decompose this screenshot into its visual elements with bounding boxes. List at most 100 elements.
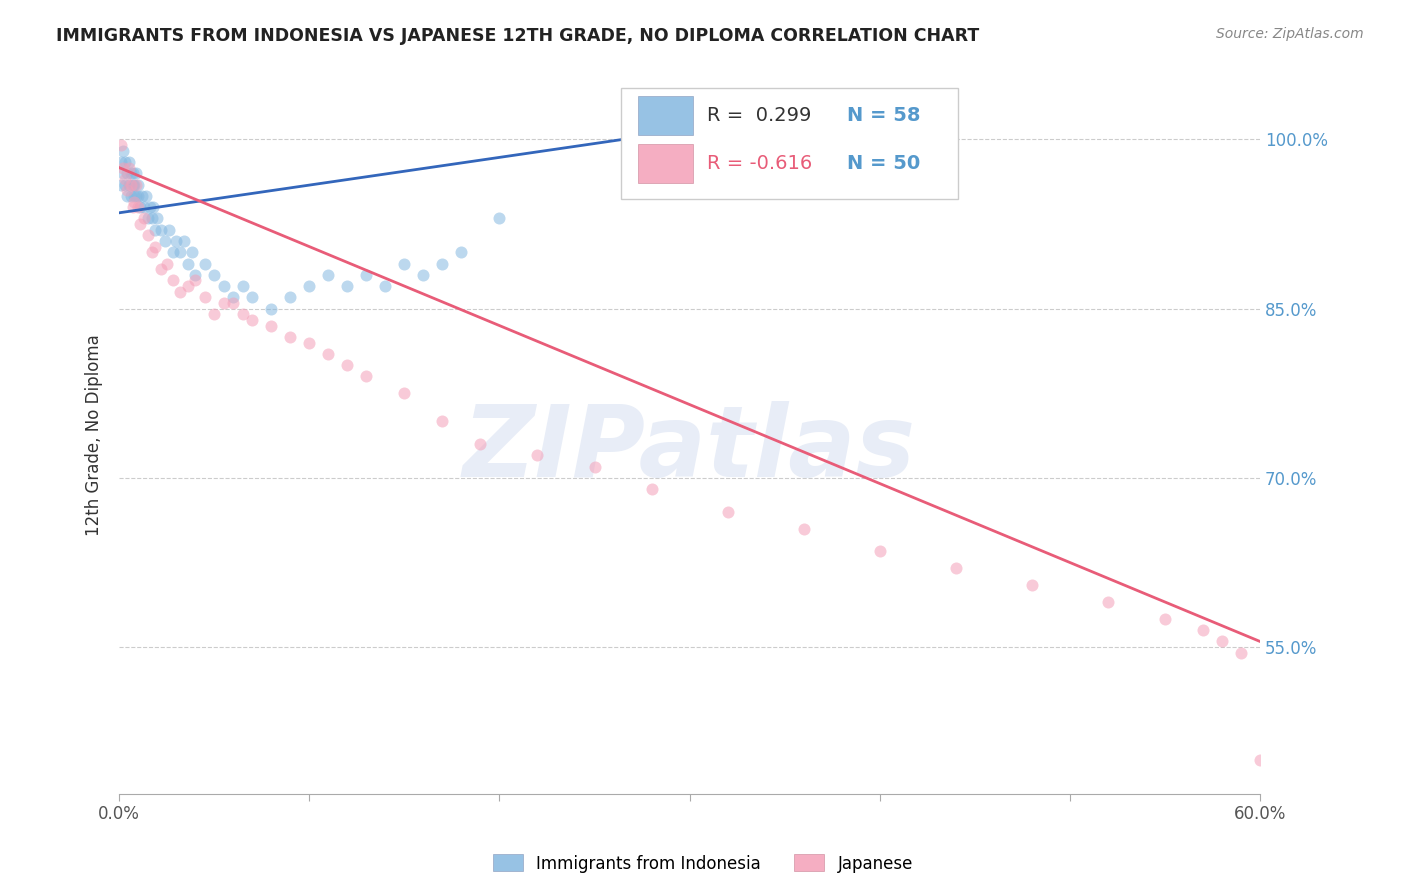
- Point: [121, 178, 143, 192]
- Point: [450, 245, 472, 260]
- Point: [1230, 646, 1253, 660]
- Text: N = 58: N = 58: [846, 106, 921, 125]
- Text: ZIPatlas: ZIPatlas: [463, 401, 917, 499]
- Point: [260, 318, 283, 333]
- Point: [1097, 595, 1119, 609]
- Point: [318, 268, 340, 282]
- Point: [145, 239, 167, 253]
- Point: [583, 459, 606, 474]
- Point: [127, 200, 149, 214]
- Point: [118, 155, 141, 169]
- Point: [180, 245, 202, 260]
- Point: [135, 189, 157, 203]
- Point: [432, 414, 454, 428]
- Point: [177, 279, 200, 293]
- Point: [184, 273, 207, 287]
- Point: [142, 200, 165, 214]
- Point: [110, 155, 132, 169]
- Point: [118, 161, 141, 175]
- Point: [120, 178, 142, 192]
- Point: [145, 223, 167, 237]
- Point: [194, 256, 217, 270]
- Point: [118, 178, 141, 192]
- Legend: Immigrants from Indonesia, Japanese: Immigrants from Indonesia, Japanese: [486, 847, 920, 880]
- Point: [162, 273, 184, 287]
- Point: [114, 178, 136, 192]
- Point: [162, 245, 184, 260]
- Point: [150, 262, 173, 277]
- Point: [115, 189, 138, 203]
- Point: [212, 279, 235, 293]
- Point: [136, 228, 159, 243]
- Point: [124, 194, 146, 209]
- Point: [125, 189, 148, 203]
- Point: [129, 200, 152, 214]
- Point: [394, 256, 416, 270]
- Point: [336, 358, 359, 372]
- Point: [240, 313, 263, 327]
- Point: [114, 155, 136, 169]
- Point: [470, 437, 492, 451]
- Text: R =  0.299: R = 0.299: [707, 106, 811, 125]
- Point: [793, 522, 815, 536]
- Point: [222, 290, 245, 304]
- Point: [1192, 623, 1215, 637]
- Text: Source: ZipAtlas.com: Source: ZipAtlas.com: [1216, 27, 1364, 41]
- Point: [150, 223, 173, 237]
- Point: [1021, 578, 1043, 592]
- Point: [132, 211, 155, 226]
- Point: [112, 144, 135, 158]
- Point: [112, 161, 135, 175]
- Point: [202, 307, 225, 321]
- Point: [356, 369, 378, 384]
- Point: [165, 234, 187, 248]
- Point: [120, 189, 142, 203]
- Point: [640, 482, 662, 496]
- Point: [298, 335, 321, 350]
- Point: [298, 279, 321, 293]
- Point: [112, 166, 135, 180]
- Point: [1153, 612, 1175, 626]
- Point: [212, 296, 235, 310]
- Point: [115, 183, 138, 197]
- Point: [127, 189, 149, 203]
- Point: [132, 200, 155, 214]
- Point: [177, 256, 200, 270]
- Point: [129, 217, 152, 231]
- Point: [202, 268, 225, 282]
- Point: [869, 544, 891, 558]
- Point: [280, 290, 302, 304]
- Point: [125, 178, 148, 192]
- Point: [1249, 753, 1271, 767]
- Point: [121, 200, 143, 214]
- Point: [110, 178, 132, 192]
- Point: [157, 223, 180, 237]
- Point: [125, 166, 148, 180]
- Point: [136, 211, 159, 226]
- Point: [318, 347, 340, 361]
- Point: [488, 211, 510, 226]
- Point: [120, 166, 142, 180]
- Point: [169, 285, 191, 299]
- Point: [173, 234, 195, 248]
- Point: [260, 301, 283, 316]
- Point: [110, 138, 132, 153]
- Point: [153, 234, 176, 248]
- Point: [184, 268, 207, 282]
- Text: IMMIGRANTS FROM INDONESIA VS JAPANESE 12TH GRADE, NO DIPLOMA CORRELATION CHART: IMMIGRANTS FROM INDONESIA VS JAPANESE 12…: [56, 27, 980, 45]
- Point: [716, 505, 738, 519]
- Point: [141, 211, 163, 226]
- Point: [432, 256, 454, 270]
- Y-axis label: 12th Grade, No Diploma: 12th Grade, No Diploma: [86, 334, 103, 536]
- Point: [115, 166, 138, 180]
- FancyBboxPatch shape: [638, 95, 693, 135]
- FancyBboxPatch shape: [638, 144, 693, 183]
- Point: [412, 268, 434, 282]
- Point: [240, 290, 263, 304]
- Point: [1211, 634, 1233, 648]
- Point: [124, 178, 146, 192]
- Point: [169, 245, 191, 260]
- Point: [222, 296, 245, 310]
- Point: [945, 561, 967, 575]
- Point: [232, 307, 254, 321]
